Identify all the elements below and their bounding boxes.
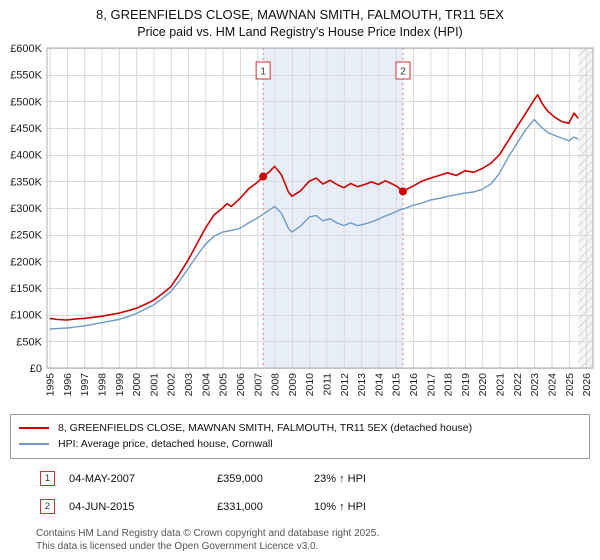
transaction-hpi-delta: 23% ↑ HPI [314, 472, 366, 485]
transaction-date: 04-MAY-2007 [69, 472, 136, 485]
svg-text:£100K: £100K [10, 310, 42, 322]
svg-text:£400K: £400K [10, 150, 42, 162]
chart-legend: 8, GREENFIELDS CLOSE, MAWNAN SMITH, FALM… [10, 414, 590, 459]
sale-label-box [255, 61, 271, 80]
price-line-swatch [19, 427, 49, 429]
svg-text:2007: 2007 [252, 373, 264, 397]
transaction-price: £359,000 [217, 472, 263, 485]
svg-text:2022: 2022 [512, 373, 524, 397]
svg-text:1996: 1996 [62, 373, 74, 397]
transaction-price: £331,000 [217, 500, 263, 513]
svg-text:£50K: £50K [16, 336, 42, 348]
transaction-row: 1 04-MAY-2007 £359,000 23% ↑ HPI [40, 471, 600, 486]
svg-text:1999: 1999 [114, 373, 126, 397]
svg-text:£500K: £500K [10, 96, 42, 108]
transaction-number-badge: 2 [40, 499, 55, 514]
plot-border [46, 47, 594, 369]
hpi-line-swatch [19, 443, 49, 445]
svg-text:2001: 2001 [148, 373, 160, 397]
svg-text:2025: 2025 [564, 373, 576, 397]
gridlines [47, 48, 593, 369]
svg-text:2018: 2018 [443, 373, 455, 397]
sale-point [259, 172, 268, 181]
svg-text:2015: 2015 [391, 373, 403, 397]
svg-text:2026: 2026 [581, 373, 593, 397]
svg-text:£550K: £550K [10, 70, 42, 82]
footer-line-2: This data is licensed under the Open Gov… [36, 541, 319, 552]
hpi-line-label: HPI: Average price, detached house, Corn… [58, 438, 273, 450]
sale-label-box [395, 61, 411, 80]
svg-text:2013: 2013 [356, 373, 368, 397]
svg-text:2003: 2003 [183, 373, 195, 397]
svg-text:2005: 2005 [218, 373, 230, 397]
legend-item-hpi: HPI: Average price, detached house, Corn… [19, 436, 581, 452]
svg-text:2000: 2000 [131, 373, 143, 397]
transaction-list: 1 04-MAY-2007 £359,000 23% ↑ HPI 2 04-JU… [0, 471, 600, 514]
svg-text:2020: 2020 [477, 373, 489, 397]
svg-text:2024: 2024 [546, 373, 558, 397]
svg-text:2019: 2019 [460, 373, 472, 397]
svg-text:£250K: £250K [10, 230, 42, 242]
transaction-hpi-delta: 10% ↑ HPI [314, 500, 366, 513]
svg-text:1: 1 [260, 67, 266, 78]
svg-text:£450K: £450K [10, 123, 42, 135]
price-line-label: 8, GREENFIELDS CLOSE, MAWNAN SMITH, FALM… [58, 422, 473, 434]
svg-text:2017: 2017 [425, 373, 437, 397]
price-history-chart: £0 £50K £100K £150K £200K £250K £300K £350K £400… [10, 43, 594, 397]
svg-text:2012: 2012 [339, 373, 351, 397]
svg-text:2002: 2002 [166, 373, 178, 397]
svg-text:2: 2 [400, 67, 406, 78]
svg-text:2021: 2021 [495, 373, 507, 397]
svg-text:£150K: £150K [10, 283, 42, 295]
svg-text:1995: 1995 [45, 373, 57, 397]
svg-text:£350K: £350K [10, 176, 42, 188]
page-title: 8, GREENFIELDS CLOSE, MAWNAN SMITH, FALM… [96, 7, 504, 22]
page-subtitle: Price paid vs. HM Land Registry's House … [137, 25, 463, 39]
sale-point [398, 187, 407, 196]
svg-text:2010: 2010 [304, 373, 316, 397]
svg-text:£0: £0 [30, 363, 42, 375]
svg-text:2008: 2008 [270, 373, 282, 397]
copyright-footer: Contains HM Land Registry data © Crown c… [36, 527, 600, 553]
hpi-line [49, 118, 579, 330]
y-axis-labels: £0 £50K £100K £150K £200K £250K £300K £350K £400… [10, 43, 42, 375]
svg-text:2009: 2009 [287, 373, 299, 397]
svg-text:1998: 1998 [97, 373, 109, 397]
transaction-number-badge: 1 [40, 471, 55, 486]
svg-text:2011: 2011 [321, 373, 333, 396]
x-axis-labels: 1995 1996 1997 1998 1999 2000 2001 2002 2003 2004… [45, 373, 593, 397]
footer-line-1: Contains HM Land Registry data © Crown c… [36, 528, 380, 539]
transaction-row: 2 04-JUN-2015 £331,000 10% ↑ HPI [40, 499, 600, 514]
svg-text:£300K: £300K [10, 203, 42, 215]
svg-text:£600K: £600K [10, 43, 42, 55]
svg-text:2014: 2014 [373, 373, 385, 397]
svg-text:2023: 2023 [529, 373, 541, 397]
legend-item-price: 8, GREENFIELDS CLOSE, MAWNAN SMITH, FALM… [19, 420, 581, 436]
svg-text:1997: 1997 [79, 373, 91, 397]
svg-text:£200K: £200K [10, 256, 42, 268]
price-paid-line [49, 94, 579, 321]
transaction-date: 04-JUN-2015 [69, 500, 135, 513]
svg-text:2006: 2006 [235, 373, 247, 397]
svg-text:2004: 2004 [200, 373, 212, 397]
svg-text:2016: 2016 [408, 373, 420, 397]
